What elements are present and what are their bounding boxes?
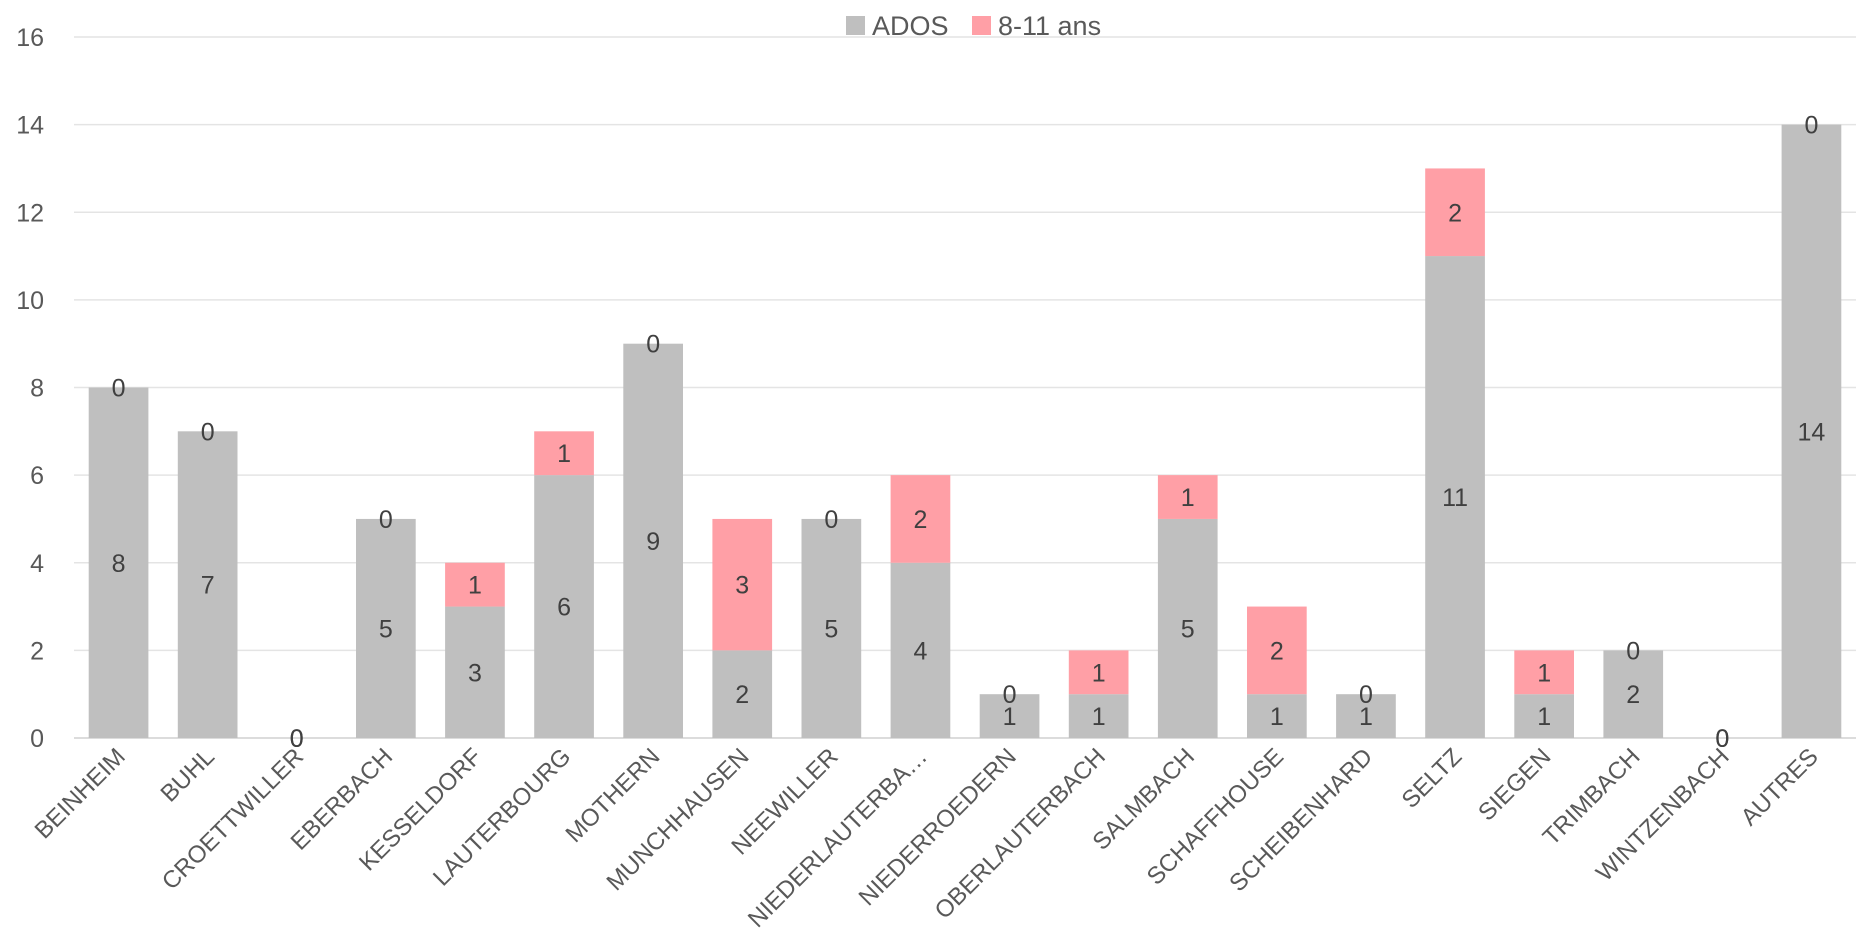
bar-segment: [1514, 694, 1574, 738]
bar-segment: [445, 562, 505, 607]
data-label: 0: [1804, 112, 1818, 140]
x-category-label: AUTRES: [1736, 743, 1824, 831]
data-label: 8: [112, 550, 126, 578]
data-label: 0: [290, 725, 304, 753]
y-tick-label: 8: [30, 375, 44, 403]
bar-segment: [1068, 650, 1129, 695]
data-label: 2: [1448, 199, 1462, 227]
data-label: 1: [1359, 703, 1373, 731]
x-category-label: NIEDERROEDERN: [854, 743, 1022, 911]
x-category-label: NIEDERLAUTERBA…: [743, 743, 933, 933]
x-axis-category-labels: BEINHEIM BUHLCROETTWILLEREBERBACHKESSELDO…: [30, 743, 1824, 933]
y-tick-label: 16: [16, 24, 44, 52]
data-label: 0: [1359, 681, 1373, 709]
bar-segment: [356, 518, 416, 738]
bar-segment: [979, 694, 1040, 738]
bar-segment: [445, 606, 505, 738]
bar-segment: [88, 387, 149, 738]
bar-segment: [1425, 256, 1485, 738]
data-labels: 8070005031619023504210115112101121120001…: [112, 112, 1826, 753]
data-label: 1: [1092, 703, 1106, 731]
legend-label: 8-11 ans: [998, 11, 1101, 41]
data-label: 0: [824, 506, 838, 534]
data-label: 0: [1626, 637, 1640, 665]
legend-label: ADOS: [872, 11, 949, 41]
bar-segment: [712, 518, 773, 651]
x-category-label: BEINHEIM: [30, 743, 131, 844]
bar-segment: [890, 562, 951, 738]
bar-segment: [1157, 475, 1218, 519]
bar-segment: [534, 475, 594, 738]
bar-segment: [1247, 694, 1307, 738]
bar-segment: [1425, 168, 1485, 257]
data-label: 0: [290, 725, 304, 753]
bar-segment: [1514, 650, 1574, 695]
bar-segment: [623, 343, 683, 738]
gridlines: [74, 36, 1856, 739]
data-label: 5: [824, 615, 838, 643]
data-label: 7: [201, 572, 215, 600]
x-category-label: SELTZ: [1397, 743, 1468, 814]
data-label: 0: [379, 506, 393, 534]
bar-segment: [177, 431, 238, 738]
bar-segment: [1157, 518, 1218, 738]
bar-series: [88, 124, 1842, 738]
data-label: 1: [468, 572, 482, 600]
bar-segment: [1781, 124, 1842, 738]
data-label: 0: [112, 375, 126, 403]
bar-segment: [1068, 694, 1129, 738]
data-label: 0: [201, 418, 215, 446]
data-label: 3: [468, 659, 482, 687]
y-tick-label: 0: [30, 725, 44, 753]
data-label: 5: [1181, 615, 1195, 643]
data-label: 14: [1798, 418, 1826, 446]
bar-segment: [1336, 694, 1396, 738]
data-label: 1: [1092, 659, 1106, 687]
data-label: 2: [735, 681, 749, 709]
data-label: 9: [646, 528, 660, 556]
data-label: 0: [1715, 725, 1729, 753]
data-label: 2: [1270, 637, 1284, 665]
data-label: 3: [735, 572, 749, 600]
data-label: 2: [1626, 681, 1640, 709]
bar-segment: [712, 650, 773, 738]
data-label: 1: [557, 440, 571, 468]
y-tick-label: 6: [30, 462, 44, 490]
bar-segment: [801, 518, 862, 738]
data-label: 5: [379, 615, 393, 643]
data-label: 1: [1270, 703, 1284, 731]
data-label: 1: [1537, 659, 1551, 687]
legend-swatch: [846, 16, 865, 35]
data-label: 11: [1442, 484, 1468, 512]
x-category-label: SIEGEN: [1473, 743, 1556, 826]
data-label: 1: [1537, 703, 1551, 731]
x-category-label: OBERLAUTERBACH: [930, 743, 1111, 924]
bar-segment: [1247, 606, 1307, 695]
data-label: 0: [1003, 681, 1017, 709]
bar-segment: [534, 431, 594, 476]
legend-swatch: [972, 16, 991, 35]
data-label: 1: [1003, 703, 1017, 731]
data-label: 2: [913, 506, 927, 534]
bar-segment: [890, 475, 951, 563]
y-tick-label: 10: [16, 287, 44, 315]
data-label: 4: [913, 637, 927, 665]
data-label: 6: [557, 594, 571, 622]
y-tick-label: 12: [16, 199, 44, 227]
bar-segment: [1603, 650, 1664, 738]
y-tick-label: 14: [16, 112, 44, 140]
data-label: 1: [1181, 484, 1195, 512]
data-label: 0: [1715, 725, 1729, 753]
y-tick-label: 2: [30, 637, 44, 665]
y-axis-tick-labels: 0 2 4 6 8 10 12 14 16: [16, 24, 44, 753]
x-category-label: BUHL: [156, 743, 220, 807]
data-label: 0: [646, 331, 660, 359]
legend: ADOS 8-11 ans: [846, 11, 1101, 41]
y-tick-label: 4: [30, 550, 44, 578]
